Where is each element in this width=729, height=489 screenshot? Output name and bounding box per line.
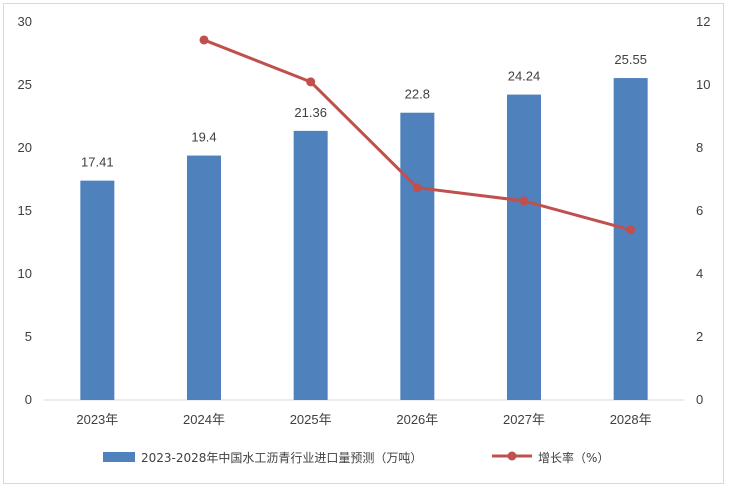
- y-right-tick-label: 4: [696, 266, 703, 281]
- bar-data-label: 17.41: [81, 155, 114, 170]
- x-tick-label: 2023年: [76, 412, 118, 427]
- y-right-tick-label: 10: [696, 77, 710, 92]
- bar-data-label: 21.36: [294, 105, 327, 120]
- x-tick-label: 2026年: [396, 412, 438, 427]
- x-tick-label: 2028年: [610, 412, 652, 427]
- bar-data-label: 25.55: [614, 52, 647, 67]
- y-left-tick-label: 15: [18, 203, 32, 218]
- bar: [293, 130, 328, 400]
- x-tick-label: 2027年: [503, 412, 545, 427]
- bar-data-label: 19.4: [191, 130, 216, 145]
- y-left-tick-label: 30: [18, 14, 32, 29]
- growth-rate-point: [412, 183, 422, 193]
- y-left-tick-label: 25: [18, 77, 32, 92]
- legend-swatch-bars: [103, 452, 135, 462]
- bar-data-label: 24.24: [508, 69, 541, 84]
- y-left-tick-label: 20: [18, 140, 32, 155]
- y-right-tick-label: 2: [696, 329, 703, 344]
- legend-label-bars: 2023-2028年中国水工沥青行业进口量预测（万吨）: [141, 450, 422, 465]
- bar: [187, 155, 221, 400]
- y-right-tick-label: 12: [696, 14, 710, 29]
- bar: [80, 180, 115, 400]
- growth-rate-point: [626, 225, 636, 235]
- growth-rate-point: [306, 77, 316, 87]
- x-tick-label: 2025年: [290, 412, 332, 427]
- x-tick-label: 2024年: [183, 412, 225, 427]
- y-left-tick-label: 5: [25, 329, 32, 344]
- bar-data-label: 22.8: [405, 87, 430, 102]
- legend-label-line: 增长率（%）: [538, 450, 609, 465]
- legend: 2023-2028年中国水工沥青行业进口量预测（万吨） 增长率（%）: [103, 450, 609, 465]
- growth-rate-point: [519, 196, 529, 206]
- bar: [507, 94, 541, 401]
- y-right-tick-label: 8: [696, 140, 703, 155]
- y-right-tick-label: 6: [696, 203, 703, 218]
- bar-data-labels: 17.41 19.4 21.36 22.8 24.24 25.55: [81, 52, 647, 170]
- growth-rate-series: [199, 35, 636, 235]
- bar-series: [80, 78, 648, 401]
- y-right-tick-label: 0: [696, 392, 703, 407]
- axes: 0 5 10 15 20 25 30 0 2 4 6 8 10 12 2023年 2024年 2025年 2026…: [18, 14, 711, 427]
- y-left-tick-label: 0: [25, 392, 32, 407]
- y-left-tick-label: 10: [18, 266, 32, 281]
- legend-marker-line: [507, 451, 517, 461]
- bar: [613, 78, 648, 400]
- chart-frame: [3, 3, 724, 484]
- growth-rate-point: [199, 35, 209, 45]
- bar: [400, 112, 435, 400]
